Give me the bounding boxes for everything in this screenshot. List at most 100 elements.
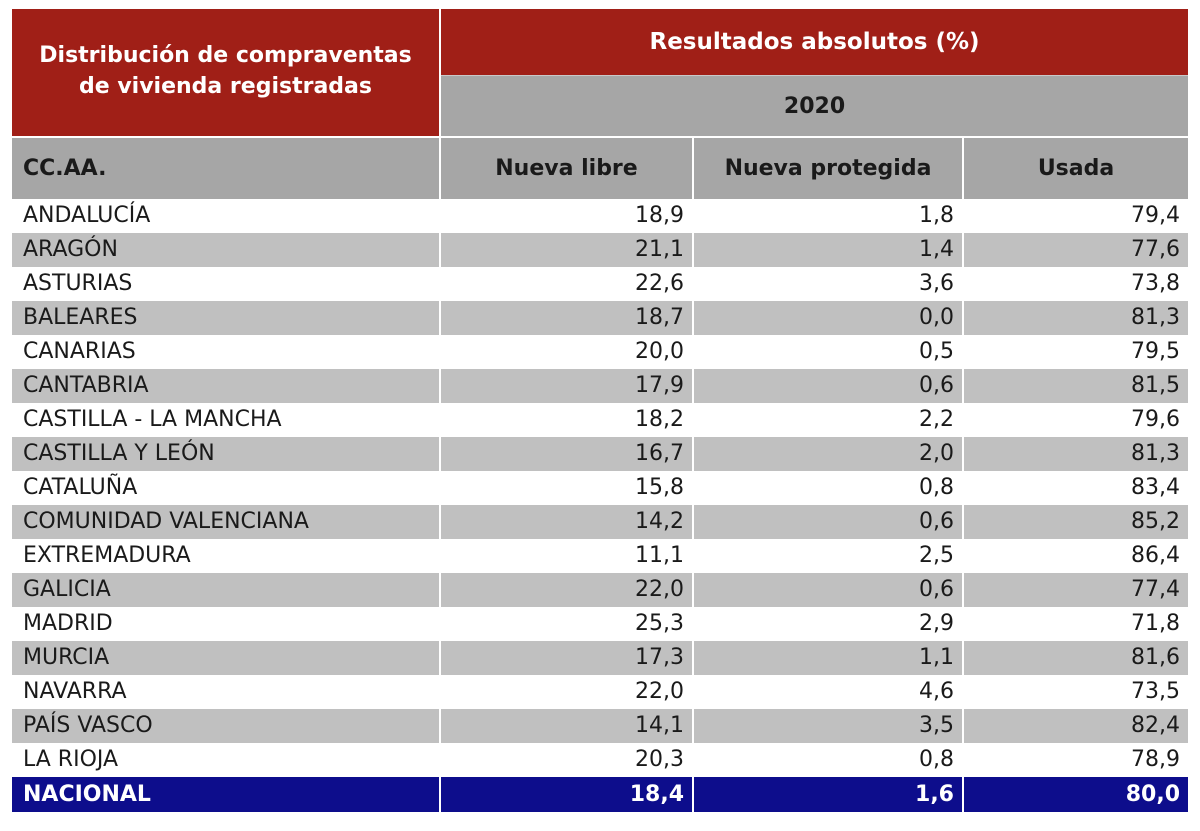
column-header-nueva-protegida: Nueva protegida <box>694 136 964 199</box>
usada-cell: 81,3 <box>964 437 1189 471</box>
region-cell: CATALUÑA <box>12 471 441 505</box>
nueva-libre-cell: 18,7 <box>441 301 694 335</box>
nueva-libre-cell: 21,1 <box>441 233 694 267</box>
table-row: PAÍS VASCO 14,1 3,5 82,4 <box>12 709 1189 743</box>
total-region-cell: NACIONAL <box>12 777 441 812</box>
nueva-protegida-cell: 3,5 <box>694 709 964 743</box>
nueva-libre-cell: 20,3 <box>441 743 694 777</box>
table-row: ASTURIAS 22,6 3,6 73,8 <box>12 267 1189 301</box>
table-title-line2: de vivienda registradas <box>79 73 372 99</box>
nueva-protegida-cell: 0,0 <box>694 301 964 335</box>
region-cell: ASTURIAS <box>12 267 441 301</box>
nueva-protegida-cell: 0,8 <box>694 743 964 777</box>
nueva-protegida-cell: 0,6 <box>694 369 964 403</box>
region-cell: BALEARES <box>12 301 441 335</box>
nueva-libre-cell: 14,2 <box>441 505 694 539</box>
nueva-libre-cell: 17,9 <box>441 369 694 403</box>
housing-sales-table: Distribución de compraventas de vivienda… <box>12 9 1189 812</box>
nueva-libre-cell: 18,2 <box>441 403 694 437</box>
nueva-libre-cell: 25,3 <box>441 607 694 641</box>
table-row: CANTABRIA 17,9 0,6 81,5 <box>12 369 1189 403</box>
region-cell: EXTREMADURA <box>12 539 441 573</box>
year-header: 2020 <box>441 76 1189 136</box>
region-cell: MADRID <box>12 607 441 641</box>
nueva-protegida-cell: 2,2 <box>694 403 964 437</box>
nueva-protegida-cell: 1,8 <box>694 199 964 233</box>
nueva-libre-cell: 14,1 <box>441 709 694 743</box>
usada-cell: 77,6 <box>964 233 1189 267</box>
nueva-libre-cell: 20,0 <box>441 335 694 369</box>
total-nueva-libre-cell: 18,4 <box>441 777 694 812</box>
nueva-libre-cell: 17,3 <box>441 641 694 675</box>
region-cell: ARAGÓN <box>12 233 441 267</box>
region-cell: NAVARRA <box>12 675 441 709</box>
housing-sales-table-container: Distribución de compraventas de vivienda… <box>12 9 1189 812</box>
region-cell: PAÍS VASCO <box>12 709 441 743</box>
nueva-protegida-cell: 0,6 <box>694 573 964 607</box>
usada-cell: 86,4 <box>964 539 1189 573</box>
nueva-libre-cell: 22,0 <box>441 675 694 709</box>
table-row: CASTILLA - LA MANCHA 18,2 2,2 79,6 <box>12 403 1189 437</box>
usada-cell: 81,3 <box>964 301 1189 335</box>
region-cell: ANDALUCÍA <box>12 199 441 233</box>
table-row: MURCIA 17,3 1,1 81,6 <box>12 641 1189 675</box>
nueva-protegida-cell: 3,6 <box>694 267 964 301</box>
region-cell: CANTABRIA <box>12 369 441 403</box>
region-cell: CANARIAS <box>12 335 441 369</box>
table-row: CASTILLA Y LEÓN 16,7 2,0 81,3 <box>12 437 1189 471</box>
table-row: MADRID 25,3 2,9 71,8 <box>12 607 1189 641</box>
nueva-libre-cell: 11,1 <box>441 539 694 573</box>
nueva-protegida-cell: 1,4 <box>694 233 964 267</box>
nueva-libre-cell: 22,0 <box>441 573 694 607</box>
total-nueva-protegida-cell: 1,6 <box>694 777 964 812</box>
table-row: ARAGÓN 21,1 1,4 77,6 <box>12 233 1189 267</box>
usada-cell: 71,8 <box>964 607 1189 641</box>
column-header-region: CC.AA. <box>12 136 441 199</box>
table-row: CANARIAS 20,0 0,5 79,5 <box>12 335 1189 369</box>
table-row: NAVARRA 22,0 4,6 73,5 <box>12 675 1189 709</box>
region-cell: MURCIA <box>12 641 441 675</box>
nueva-protegida-cell: 1,1 <box>694 641 964 675</box>
usada-cell: 81,6 <box>964 641 1189 675</box>
usada-cell: 85,2 <box>964 505 1189 539</box>
table-title-line1: Distribución de compraventas <box>39 42 412 68</box>
nueva-protegida-cell: 0,6 <box>694 505 964 539</box>
region-cell: CASTILLA - LA MANCHA <box>12 403 441 437</box>
usada-cell: 73,5 <box>964 675 1189 709</box>
region-cell: COMUNIDAD VALENCIANA <box>12 505 441 539</box>
nueva-protegida-cell: 4,6 <box>694 675 964 709</box>
column-header-nueva-libre: Nueva libre <box>441 136 694 199</box>
total-row: NACIONAL 18,4 1,6 80,0 <box>12 777 1189 812</box>
table-row: COMUNIDAD VALENCIANA 14,2 0,6 85,2 <box>12 505 1189 539</box>
nueva-libre-cell: 18,9 <box>441 199 694 233</box>
usada-cell: 79,6 <box>964 403 1189 437</box>
nueva-libre-cell: 16,7 <box>441 437 694 471</box>
results-header: Resultados absolutos (%) <box>441 9 1189 76</box>
total-usada-cell: 80,0 <box>964 777 1189 812</box>
nueva-protegida-cell: 2,0 <box>694 437 964 471</box>
usada-cell: 79,4 <box>964 199 1189 233</box>
nueva-libre-cell: 15,8 <box>441 471 694 505</box>
nueva-protegida-cell: 2,5 <box>694 539 964 573</box>
usada-cell: 82,4 <box>964 709 1189 743</box>
nueva-protegida-cell: 0,5 <box>694 335 964 369</box>
nueva-protegida-cell: 0,8 <box>694 471 964 505</box>
table-row: BALEARES 18,7 0,0 81,3 <box>12 301 1189 335</box>
table-row: LA RIOJA 20,3 0,8 78,9 <box>12 743 1189 777</box>
usada-cell: 83,4 <box>964 471 1189 505</box>
usada-cell: 78,9 <box>964 743 1189 777</box>
table-row: GALICIA 22,0 0,6 77,4 <box>12 573 1189 607</box>
table-title: Distribución de compraventas de vivienda… <box>12 9 441 136</box>
nueva-libre-cell: 22,6 <box>441 267 694 301</box>
table-row: ANDALUCÍA 18,9 1,8 79,4 <box>12 199 1189 233</box>
region-cell: GALICIA <box>12 573 441 607</box>
usada-cell: 77,4 <box>964 573 1189 607</box>
region-cell: LA RIOJA <box>12 743 441 777</box>
region-cell: CASTILLA Y LEÓN <box>12 437 441 471</box>
nueva-protegida-cell: 2,9 <box>694 607 964 641</box>
table-body: ANDALUCÍA 18,9 1,8 79,4 ARAGÓN 21,1 1,4 77,6 AST… <box>12 199 1189 812</box>
column-header-usada: Usada <box>964 136 1189 199</box>
usada-cell: 79,5 <box>964 335 1189 369</box>
table-row: CATALUÑA 15,8 0,8 83,4 <box>12 471 1189 505</box>
table-row: EXTREMADURA 11,1 2,5 86,4 <box>12 539 1189 573</box>
